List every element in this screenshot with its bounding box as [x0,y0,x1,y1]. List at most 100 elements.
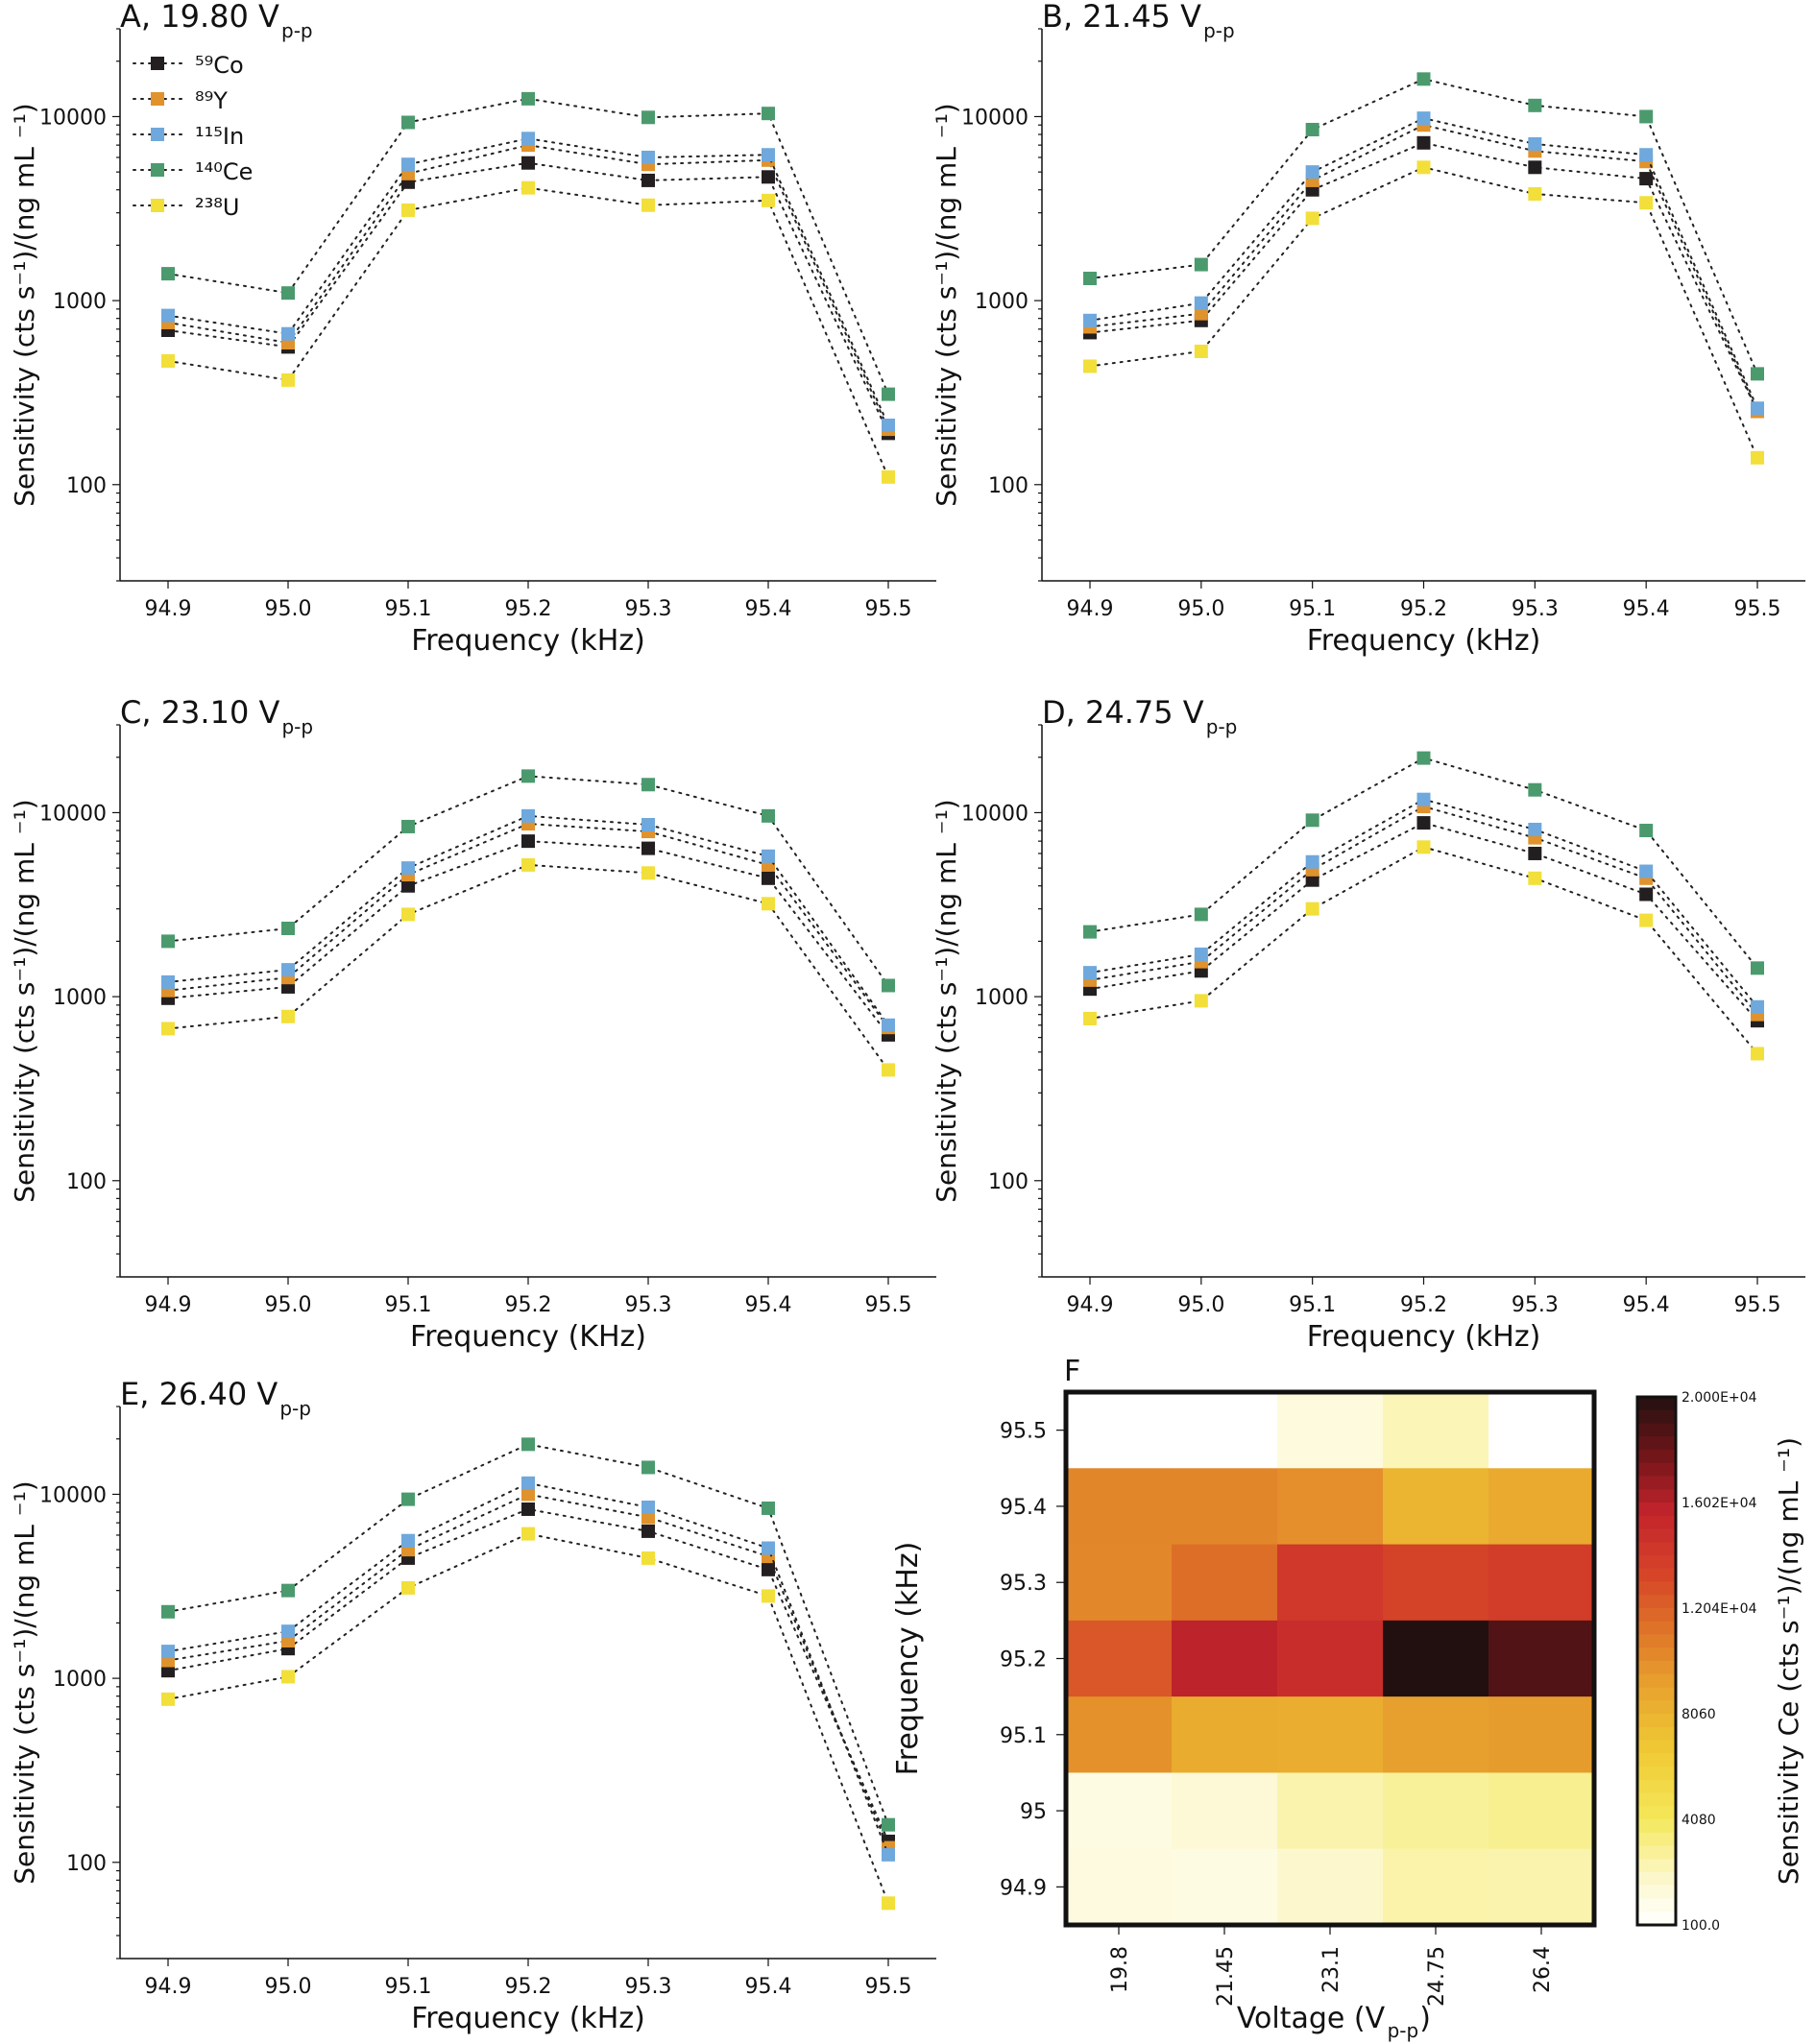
data-point [521,1502,535,1516]
data-point [762,1562,775,1576]
heatmap-cell [1383,1848,1489,1926]
panel-a: 100 1000 10000 94.9 95.0 95.1 95.2 95.3 95.4 95.5… [9,0,936,658]
y-tick-label: 100 [988,1170,1028,1194]
colorbar-tick-label: 4080 [1682,1813,1716,1828]
x-tick-label: 95.1 [385,1293,432,1317]
x-axis-label: Frequency (KHz) [410,1320,646,1354]
data-point [1194,257,1208,272]
data-point [1194,947,1208,961]
heatmap-cell [1383,1468,1489,1546]
data-point [1528,871,1542,885]
x-axis-label: Frequency (kHz) [1307,624,1541,658]
colorbar-segment [1637,1661,1676,1675]
x-tick-label: 95.2 [1400,597,1447,621]
colorbar-segment [1637,1779,1676,1794]
data-point [1305,873,1319,887]
y-axis-label: Sensitivity (cts s⁻¹)/(ng mL ⁻¹) [9,799,40,1202]
x-tick-label: 95.4 [745,1293,792,1317]
heatmap-cell [1172,1696,1278,1773]
heatmap-x-axis-label-subscript: p-p [1388,2019,1419,2042]
data-point [762,871,775,885]
series-line-3 [167,1443,889,1826]
colorbar-segment [1637,1753,1676,1767]
heatmap-x-tick-label: 23.1 [1319,1946,1343,1993]
data-point [521,1527,535,1541]
x-tick-label: 95.4 [745,597,792,621]
data-point [1639,109,1654,124]
heatmap-y-tick-label: 94.9 [1000,1876,1047,1900]
data-point [521,857,535,872]
data-point [521,834,535,849]
colorbar-tick-label: 8060 [1682,1707,1716,1722]
legend-marker [151,199,164,212]
data-point [1639,148,1654,162]
data-point [161,1664,175,1678]
colorbar-segment [1637,1450,1676,1464]
panel-title: C, 23.10 V [120,694,279,731]
heatmap-cell [1488,1468,1595,1546]
heatmap-y-tick-label: 95.2 [1000,1648,1047,1672]
colorbar-tick-label: 1.204E+04 [1682,1601,1757,1617]
heatmap-x-axis-label: Voltage (V [1237,2002,1386,2035]
colorbar-segment [1637,1898,1676,1912]
data-point [762,170,775,184]
data-point [1528,160,1542,175]
x-axis-label: Frequency (kHz) [1307,1320,1541,1354]
data-point [521,1476,535,1490]
data-point [161,353,175,368]
data-point [882,1817,895,1832]
data-point [1083,925,1097,939]
data-point [1639,196,1654,210]
x-tick-label: 94.9 [1067,597,1114,621]
heatmap-cell [1172,1392,1278,1469]
data-point [281,373,295,387]
heatmap-x-tick-label: 24.75 [1425,1946,1449,2007]
heatmap-cell [1172,1848,1278,1926]
data-point [1416,816,1431,830]
x-tick-label: 95.1 [1289,1293,1336,1317]
panel-title-subscript: p-p [281,715,313,738]
data-point [161,974,175,989]
data-point [1416,160,1431,175]
heatmap-cell [1172,1544,1278,1622]
heatmap-cell [1277,1468,1384,1546]
x-tick-label: 94.9 [145,597,192,621]
heatmap-cell [1488,1848,1595,1926]
x-tick-label: 95.1 [385,1975,432,1999]
x-tick-label: 95.0 [265,1293,312,1317]
legend: ⁵⁹Co ⁸⁹Y ¹¹⁵In ¹⁴⁰Ce ²³⁸U [133,52,253,221]
data-point [641,866,655,880]
colorbar-segment [1637,1726,1676,1742]
colorbar-segment [1637,1489,1676,1503]
data-point [161,1645,175,1659]
x-tick-label: 95.0 [265,597,312,621]
data-point [882,1018,895,1032]
x-axis-label: Frequency (kHz) [411,624,645,658]
data-point [161,1692,175,1706]
data-point [1751,1046,1764,1061]
heatmap-cell [1172,1620,1278,1697]
series-line-3 [167,775,889,987]
y-tick-label: 100 [988,474,1028,498]
legend-marker [151,128,164,141]
data-point [1416,72,1431,86]
heatmap-cell [1383,1544,1489,1622]
data-point [1194,296,1208,310]
y-axis-label: Sensitivity (cts s⁻¹)/(ng mL ⁻¹) [931,103,962,506]
data-point [521,91,535,106]
heatmap-y-tick-label: 95.1 [1000,1724,1047,1748]
colorbar-segment [1637,1621,1676,1636]
data-point [762,897,775,911]
data-point [1639,864,1654,878]
data-point [521,132,535,146]
x-tick-label: 95.1 [385,597,432,621]
colorbar-segment [1637,1806,1676,1820]
colorbar-segment [1637,1792,1676,1807]
colorbar-segment [1637,1555,1676,1570]
x-tick-label: 95.2 [505,597,552,621]
panel-c: 100 1000 10000 94.9 95.0 95.1 95.2 95.3 95.4 95.5… [9,694,936,1354]
legend-label: ⁵⁹Co [195,52,244,79]
data-point [1083,966,1097,980]
data-point [641,1500,655,1514]
